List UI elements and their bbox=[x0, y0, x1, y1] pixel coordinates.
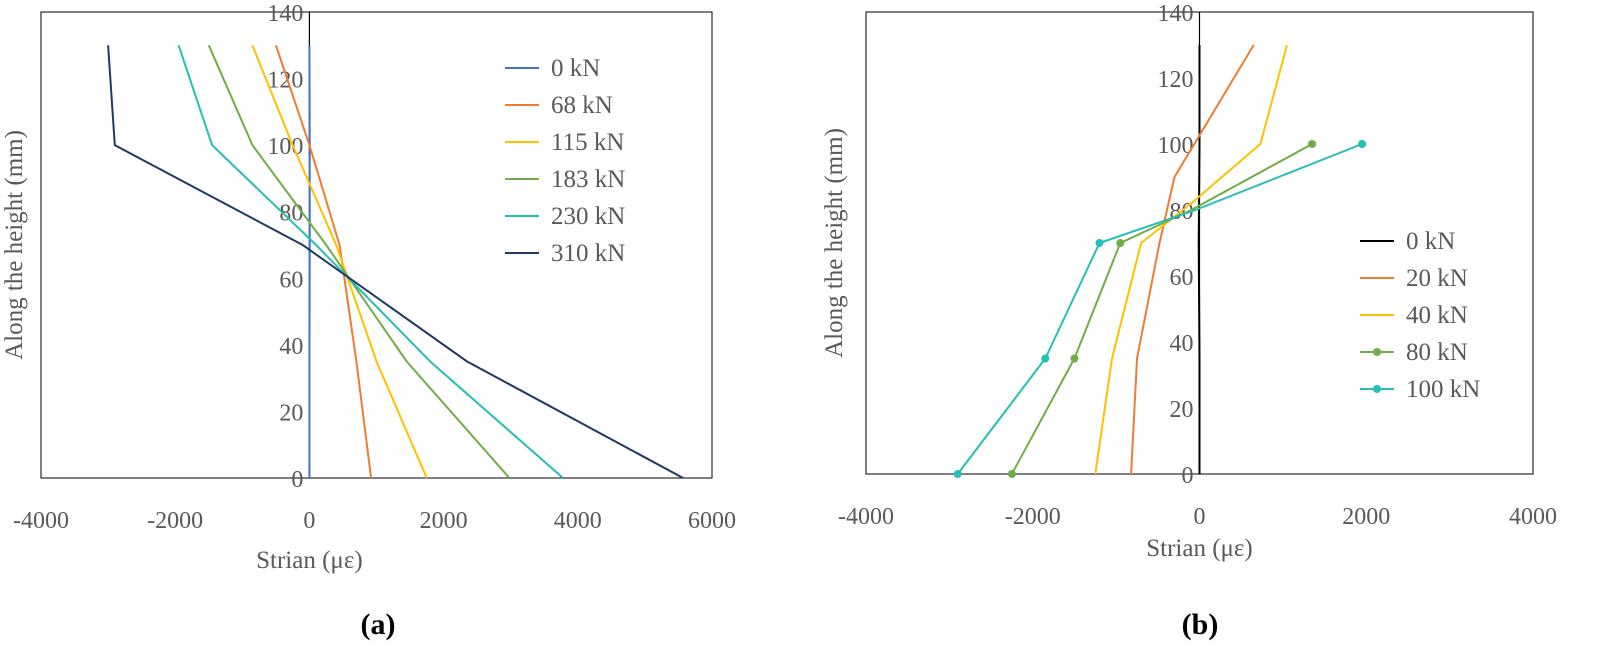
y-tick-label-0: 0 bbox=[1182, 463, 1194, 489]
series-line-40-kn bbox=[1094, 44, 1288, 475]
x-tick-label-0: 0 bbox=[303, 508, 315, 534]
legend-label-68-kn: 68 kN bbox=[551, 92, 613, 119]
y-tick-label-40: 40 bbox=[1170, 331, 1194, 357]
y-axis-title: Along the height (mm) bbox=[821, 128, 848, 358]
legend-label-230-kn: 230 kN bbox=[551, 203, 625, 230]
data-point-80-kn-2 bbox=[1116, 239, 1125, 247]
y-tick-label-60: 60 bbox=[1170, 265, 1194, 291]
legend-label-40-kn: 40 kN bbox=[1406, 302, 1468, 329]
data-point-80-kn-0 bbox=[1007, 470, 1016, 478]
y-axis-title: Along the height (mm) bbox=[1, 130, 28, 360]
x-tick-label-2000: 2000 bbox=[420, 508, 468, 534]
y-tick-label-140: 140 bbox=[1158, 1, 1194, 27]
x-tick-label-0: 0 bbox=[1194, 504, 1206, 530]
y-tick-label-20: 20 bbox=[279, 400, 303, 426]
series-line-230-kn bbox=[177, 44, 564, 479]
legend-label-80-kn: 80 kN bbox=[1406, 339, 1468, 366]
data-point-100-kn-1 bbox=[1041, 354, 1050, 363]
x-tick-label-2000: 2000 bbox=[1342, 504, 1390, 530]
data-point-100-kn-4 bbox=[1358, 140, 1367, 148]
series-line-68-kn bbox=[274, 44, 373, 479]
series-line-183-kn bbox=[207, 44, 511, 479]
legend-label-0-kn: 0 kN bbox=[551, 55, 600, 82]
legend-label-0-kn: 0 kN bbox=[1406, 228, 1455, 255]
legend-label-20-kn: 20 kN bbox=[1406, 265, 1468, 292]
legend-marker-80-kn bbox=[1373, 348, 1381, 356]
panel-label: (b) bbox=[1182, 608, 1219, 641]
y-tick-label-60: 60 bbox=[279, 267, 303, 293]
series-line-310-kn bbox=[107, 45, 684, 479]
x-tick-label-2000: -2000 bbox=[147, 508, 203, 534]
x-axis-title: Strian (με) bbox=[1146, 535, 1253, 562]
x-tick-label-4000: 4000 bbox=[1509, 504, 1557, 530]
series-line-115-kn bbox=[251, 44, 428, 479]
panel-label: (a) bbox=[361, 608, 396, 641]
legend-label-310-kn: 310 kN bbox=[551, 240, 625, 267]
x-tick-label-2000: -2000 bbox=[1005, 504, 1061, 530]
y-tick-label-120: 120 bbox=[1158, 67, 1194, 93]
data-point-80-kn-1 bbox=[1070, 354, 1079, 363]
series-line-100-kn bbox=[956, 143, 1363, 475]
data-point-80-kn-4 bbox=[1308, 140, 1317, 148]
x-axis-title: Strian (με) bbox=[256, 547, 363, 574]
x-tick-label-4000: -4000 bbox=[13, 508, 69, 534]
plot-area-frame bbox=[40, 11, 713, 479]
legend-label-115-kn: 115 kN bbox=[551, 129, 624, 156]
legend-label-183-kn: 183 kN bbox=[551, 166, 625, 193]
y-tick-label-20: 20 bbox=[1170, 397, 1194, 423]
x-tick-label-4000: -4000 bbox=[838, 504, 894, 530]
series-line-0-kn bbox=[1197, 45, 1201, 474]
y-tick-label-140: 140 bbox=[267, 1, 303, 27]
legend-label-100-kn: 100 kN bbox=[1406, 376, 1480, 403]
y-tick-label-0: 0 bbox=[291, 467, 303, 493]
series-line-80-kn bbox=[1011, 143, 1313, 475]
data-point-100-kn-2 bbox=[1095, 239, 1104, 247]
series-line-20-kn bbox=[1130, 44, 1255, 475]
legend-marker-100-kn bbox=[1373, 385, 1381, 393]
x-tick-label-4000: 4000 bbox=[554, 508, 602, 534]
y-tick-label-40: 40 bbox=[279, 334, 303, 360]
x-tick-label-6000: 6000 bbox=[688, 508, 736, 534]
data-point-100-kn-0 bbox=[953, 470, 962, 478]
